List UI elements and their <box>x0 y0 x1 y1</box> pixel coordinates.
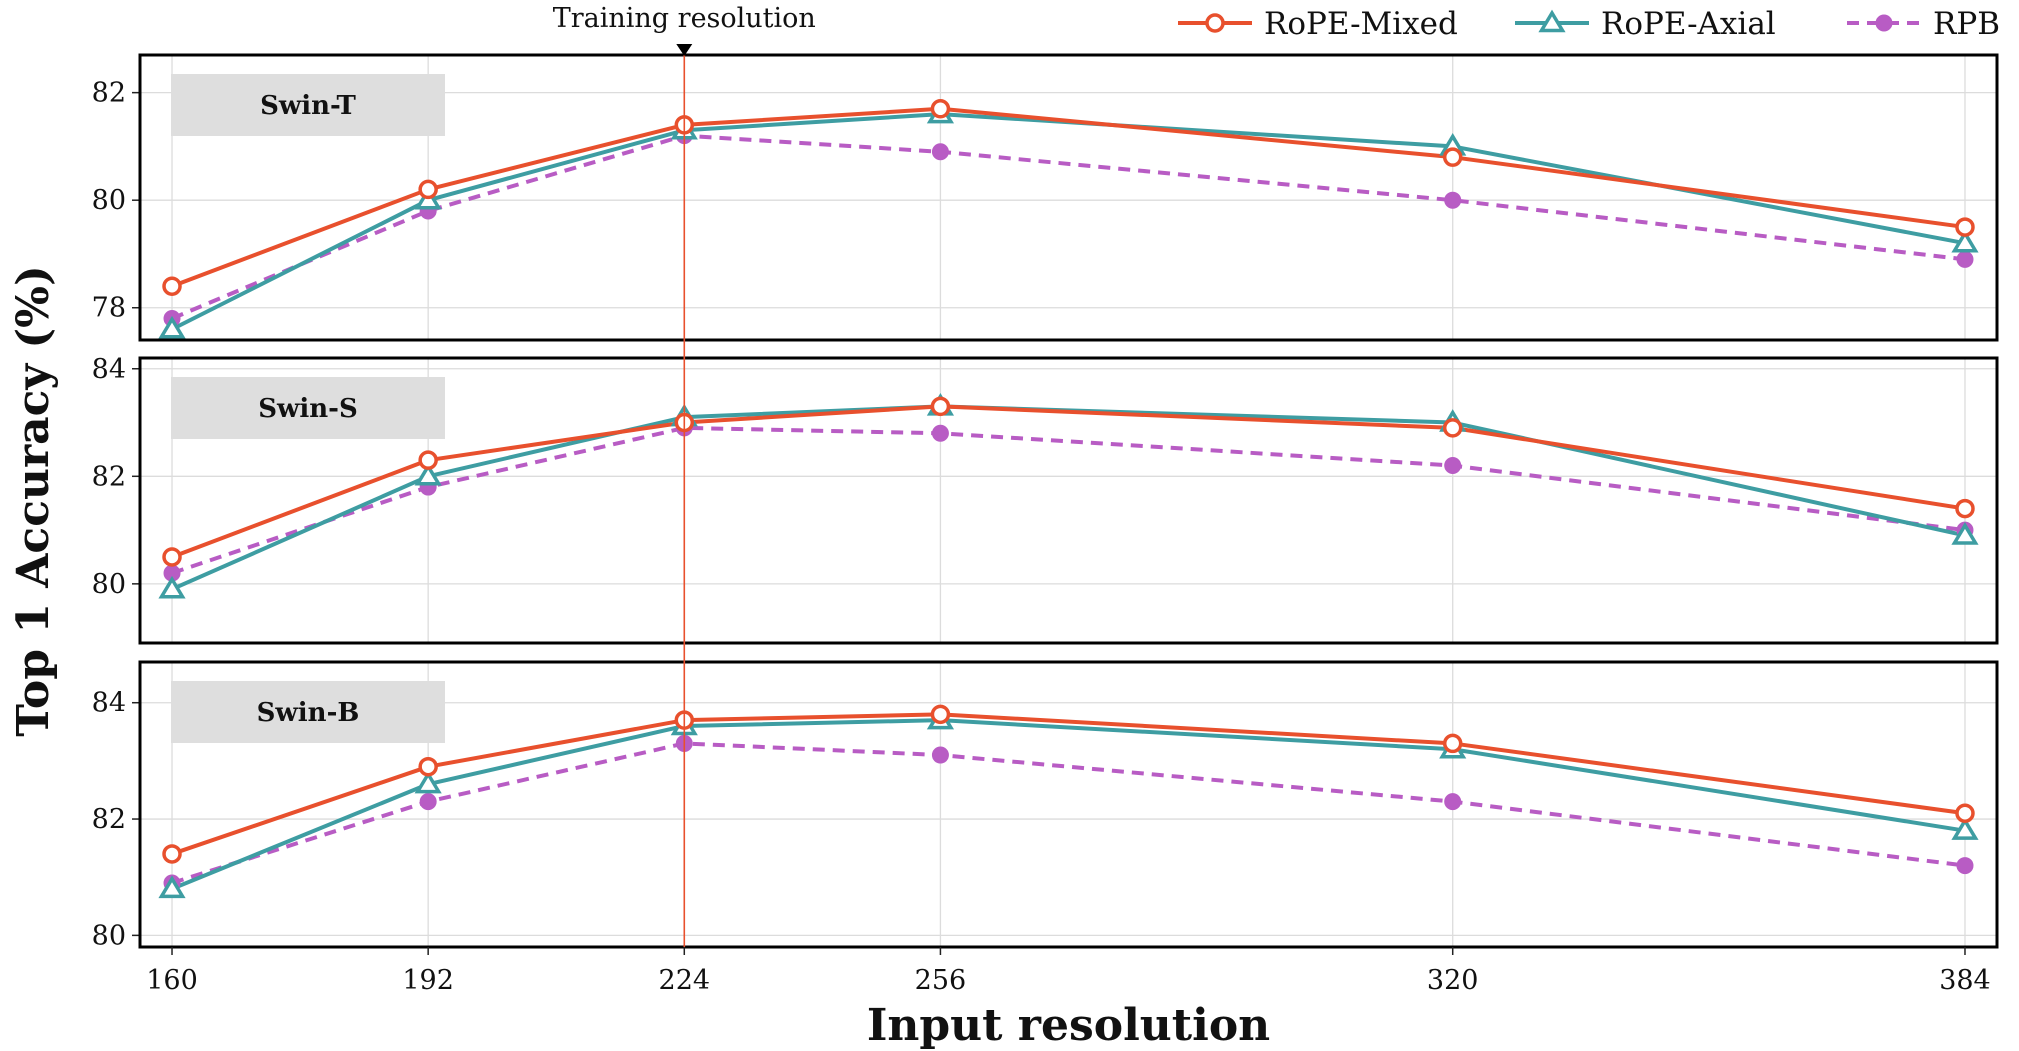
y-tick-label: 80 <box>92 920 126 951</box>
panel-swin-t: 78 80 82 Swin-T <box>92 53 1999 342</box>
rope-mixed-marker <box>418 450 438 470</box>
panel-frame <box>138 660 1999 949</box>
rope-axial-marker <box>1538 9 1566 33</box>
panel-label-background <box>171 681 445 743</box>
legend-label: RoPE-Axial <box>1601 6 1776 42</box>
rpb-marker <box>931 746 949 764</box>
rope-axial-marker <box>414 462 442 486</box>
y-tick-label: 80 <box>92 569 126 600</box>
rpb-marker <box>419 793 437 811</box>
panel-label-background <box>171 377 445 439</box>
panel-background <box>140 55 1997 340</box>
rope-mixed-marker <box>1955 803 1975 823</box>
x-axis-title: Input resolution <box>867 1000 1270 1051</box>
rpb-marker <box>1956 250 1974 268</box>
rpb-marker <box>1444 457 1462 475</box>
x-tick-label: 384 <box>1939 965 1991 996</box>
y-tick-label: 84 <box>92 688 126 719</box>
legend-item-rope-axial: RoPE-Axial <box>1515 6 1776 42</box>
panel-label: Swin-S <box>258 394 358 424</box>
training-resolution-annotation: Training resolution <box>553 3 816 947</box>
rpb-marker <box>931 424 949 442</box>
panel-label: Swin-T <box>260 91 356 121</box>
y-tick-label: 78 <box>92 293 126 324</box>
rope-mixed-marker <box>1442 418 1463 438</box>
rope-mixed-line <box>171 712 1966 856</box>
panel-background <box>140 662 1997 947</box>
rope-mixed-marker <box>1442 733 1463 754</box>
rope-mixed-marker <box>162 276 182 296</box>
y-tick-label: 80 <box>92 185 126 216</box>
rope-axial-marker <box>158 875 186 899</box>
panel-swin-b: 80 82 84 Swin-B <box>92 660 1999 951</box>
rope-mixed-marker <box>162 547 182 567</box>
rpb-marker <box>1956 857 1974 875</box>
rope-mixed-marker <box>418 756 438 777</box>
rpb-line <box>171 133 1966 321</box>
legend-item-rope-mixed: RoPE-Mixed <box>1178 6 1458 42</box>
rope-axial-marker <box>1951 817 1979 840</box>
panel-label: Swin-B <box>257 698 360 728</box>
panel-frame <box>138 53 1999 342</box>
x-tick-label: 320 <box>1427 965 1479 996</box>
rope-mixed-line <box>171 404 1966 559</box>
y-tick-label: 84 <box>92 354 126 385</box>
rope-mixed-marker <box>1442 147 1463 167</box>
y-axis-title: Top 1 Accuracy (%) <box>8 265 59 737</box>
panel-label-background <box>171 74 445 136</box>
x-tick-label: 192 <box>402 965 454 996</box>
rope-axial-marker <box>158 575 186 599</box>
rpb-line <box>171 425 1966 575</box>
rope-axial-marker <box>158 315 186 339</box>
x-tick-label: 160 <box>146 965 198 996</box>
rope-mixed-marker <box>418 179 438 200</box>
rope-axial-marker <box>1951 522 1979 545</box>
rope-mixed-marker <box>1205 13 1225 33</box>
down-arrow-icon <box>676 44 693 56</box>
rope-axial-marker <box>1951 229 1979 253</box>
training-resolution-label: Training resolution <box>553 3 816 34</box>
x-tick-label: 256 <box>915 965 967 996</box>
rope-axial-marker <box>414 770 442 794</box>
y-tick-label: 82 <box>92 78 126 109</box>
x-axis: 160 192 224 256 320 384 <box>146 947 1991 996</box>
rpb-line <box>171 741 1966 885</box>
panel-swin-s: 80 82 84 Swin-S <box>92 354 1999 645</box>
rpb-marker <box>931 143 949 161</box>
rpb-marker <box>1875 14 1893 32</box>
legend-label: RoPE-Mixed <box>1264 6 1458 42</box>
x-tick-label: 224 <box>659 965 711 996</box>
rope-axial-line <box>171 112 1966 332</box>
y-tick-label: 82 <box>92 461 126 492</box>
rope-mixed-line <box>171 106 1966 289</box>
rope-mixed-marker <box>1955 217 1975 237</box>
rope-mixed-marker <box>930 704 951 725</box>
panel-frame <box>138 356 1999 645</box>
chart-legend: RoPE-Mixed RoPE-Axial RPB <box>1178 6 2000 42</box>
rope-mixed-marker <box>930 396 951 417</box>
rope-mixed-marker <box>162 844 182 864</box>
y-tick-label: 82 <box>92 804 126 835</box>
rpb-marker <box>1444 191 1462 209</box>
rpb-marker <box>1444 793 1462 811</box>
rope-axial-line <box>171 718 1966 891</box>
legend-label: RPB <box>1933 6 2000 42</box>
legend-item-rpb: RPB <box>1847 6 2000 42</box>
rope-mixed-marker <box>930 99 951 119</box>
rope-mixed-marker <box>1955 498 1975 519</box>
chart-panels: 78 80 82 Swin-T 80 82 84 Swin-S 80 82 84 Swin-B <box>92 53 1999 951</box>
panel-background <box>140 358 1997 643</box>
